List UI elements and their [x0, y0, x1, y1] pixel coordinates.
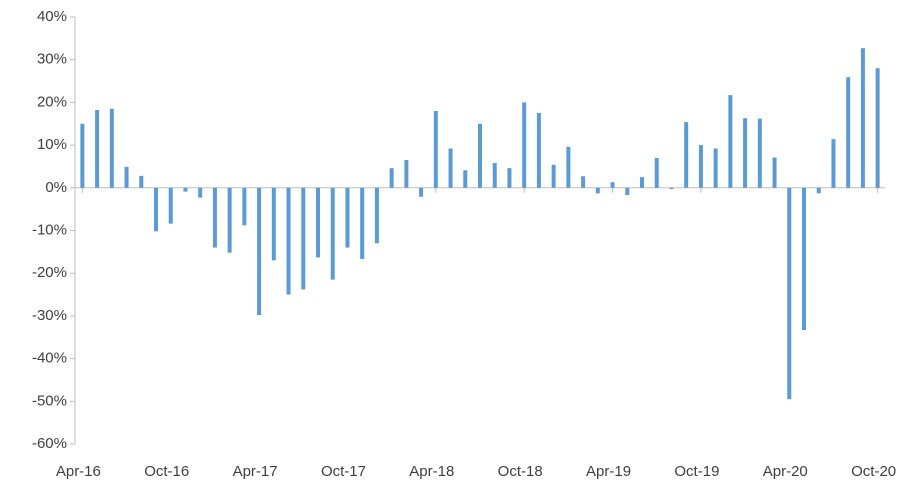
bar: [610, 182, 615, 188]
x-tick-label: Oct-18: [498, 463, 543, 480]
bar: [124, 166, 129, 188]
bar: [139, 175, 144, 188]
y-tick-label: -30%: [32, 307, 67, 324]
bar: [713, 148, 718, 188]
bar: [522, 102, 527, 188]
bar: [95, 110, 100, 188]
bar: [728, 95, 733, 188]
bar: [168, 187, 173, 224]
bar: [198, 187, 203, 198]
x-tick-label: Oct-17: [321, 463, 366, 480]
bar: [802, 187, 806, 330]
x-tick-label: Apr-16: [56, 463, 101, 480]
bar: [625, 187, 630, 196]
bar: [227, 187, 232, 253]
bar: [374, 187, 379, 244]
x-tick-label: Oct-20: [851, 463, 896, 480]
bar: [463, 170, 468, 188]
bar: [433, 110, 438, 188]
bar: [183, 187, 188, 192]
x-tick-label: Apr-18: [409, 463, 454, 480]
bar: [551, 164, 556, 188]
bar: [816, 187, 821, 194]
x-tick-label: Apr-20: [763, 463, 808, 480]
bar: [669, 187, 674, 190]
y-tick-label: 20%: [37, 93, 67, 110]
bar: [640, 177, 644, 188]
y-tick-label: -10%: [32, 221, 67, 238]
bar: [404, 160, 409, 188]
bar: [595, 187, 600, 194]
bar: [330, 187, 335, 280]
bar: [271, 187, 276, 261]
x-tick-label: Apr-17: [233, 463, 278, 480]
bar: [80, 123, 85, 188]
bar: [684, 122, 689, 188]
bar: [301, 187, 306, 290]
y-tick-label: -60%: [32, 435, 67, 452]
y-tick-label: -20%: [32, 264, 67, 281]
bar: [154, 187, 158, 232]
bar: [419, 187, 424, 197]
y-tick-label: 10%: [37, 136, 67, 153]
bar: [743, 118, 748, 188]
y-tick-label: 0%: [45, 179, 67, 196]
bar: [360, 187, 365, 260]
bar: [536, 113, 541, 188]
bar: [448, 148, 453, 188]
bar: [242, 187, 247, 226]
bar: [581, 176, 586, 188]
bar: [757, 118, 762, 188]
x-tick-label: Apr-19: [586, 463, 631, 480]
bar: [860, 48, 865, 188]
bar: [566, 146, 571, 188]
bar: [286, 187, 291, 295]
bar: [875, 68, 880, 188]
bar: [492, 163, 497, 188]
bar: [389, 168, 394, 188]
bar: [846, 77, 851, 188]
bar: [478, 123, 482, 188]
bar: [507, 168, 512, 188]
x-tick-label: Oct-19: [674, 463, 719, 480]
bar: [831, 139, 836, 188]
bar: [109, 108, 114, 188]
bar: [316, 187, 320, 258]
x-tick-label: Oct-16: [144, 463, 189, 480]
bar: [654, 157, 659, 188]
bar: [787, 187, 792, 400]
bar: [772, 157, 777, 188]
bar: [212, 187, 217, 248]
y-tick-label: 30%: [37, 51, 67, 68]
y-tick-label: 40%: [37, 8, 67, 25]
y-tick-label: -50%: [32, 392, 67, 409]
bar: [257, 187, 262, 316]
bar: [345, 187, 350, 248]
bar: [698, 145, 703, 188]
y-tick-label: -40%: [32, 350, 67, 367]
